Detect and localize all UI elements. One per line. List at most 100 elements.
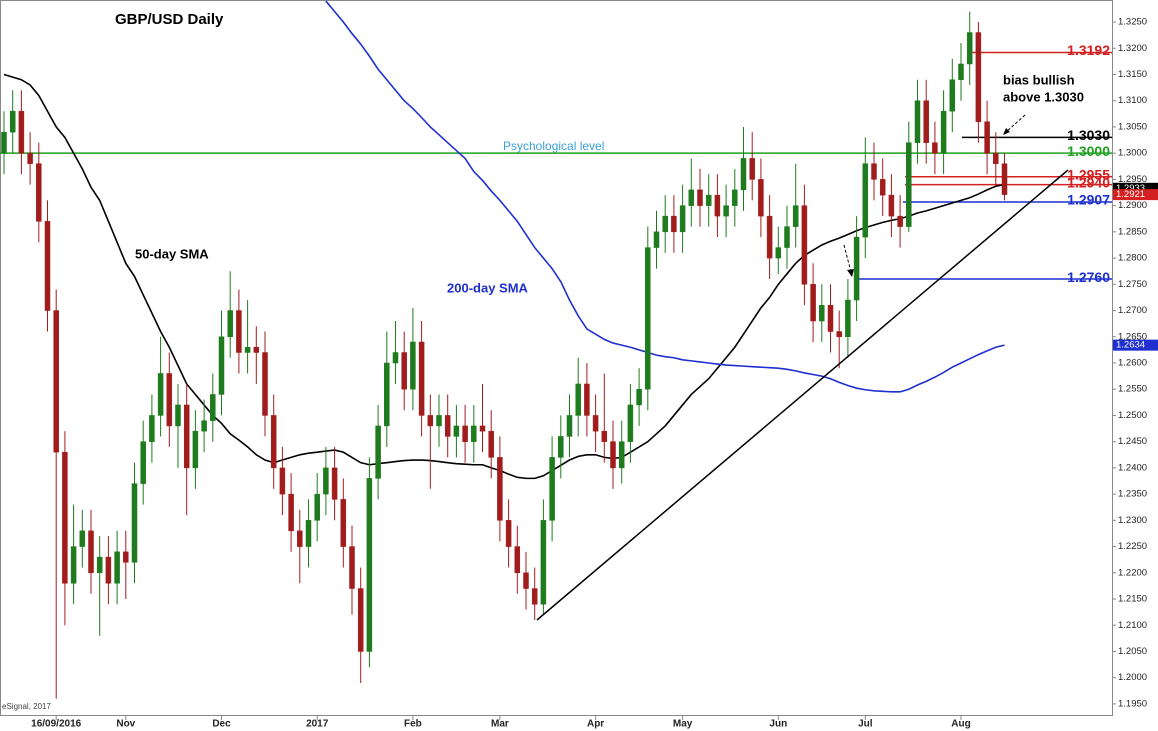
candle-body xyxy=(384,362,390,427)
candle-body xyxy=(36,163,42,222)
candle-body xyxy=(906,142,912,227)
candle-body xyxy=(114,551,120,584)
candle-body xyxy=(210,394,216,421)
candle-body xyxy=(679,205,686,233)
y-tick-label: 1.2700 xyxy=(1118,305,1147,316)
y-tick-label: 1.2650 xyxy=(1118,331,1147,342)
arrow xyxy=(1004,114,1026,134)
y-tick-label: 1.2950 xyxy=(1118,174,1147,185)
x-tick-label: Apr xyxy=(587,719,604,730)
candle-body xyxy=(349,546,355,589)
plot-frame xyxy=(0,0,1113,716)
candle-body xyxy=(888,194,895,217)
candle-body xyxy=(932,142,938,154)
candle-body xyxy=(392,352,399,364)
trend-line xyxy=(536,169,1069,621)
candle-body xyxy=(879,179,886,196)
candle-body xyxy=(201,420,207,432)
candle-body xyxy=(331,467,338,500)
candle-body xyxy=(862,163,869,238)
candle-body xyxy=(766,215,773,259)
candle-body xyxy=(592,415,599,432)
price-tag xyxy=(1113,189,1158,201)
candle-body xyxy=(636,388,642,406)
level-label: 1.2955 xyxy=(1067,166,1110,182)
candle-body xyxy=(18,110,25,154)
level-label: 1.3192 xyxy=(1067,42,1110,58)
candle-body xyxy=(436,415,442,427)
candle-body xyxy=(827,305,834,332)
level-label: 1.3030 xyxy=(1067,127,1110,143)
x-tick-label: Feb xyxy=(404,719,422,730)
x-tick-label: Aug xyxy=(951,719,970,730)
candle-body xyxy=(175,404,181,427)
candle-body xyxy=(183,404,190,469)
candle-body xyxy=(218,336,225,395)
candle-body xyxy=(497,457,503,521)
price-tag xyxy=(1113,339,1158,351)
y-tick-label: 1.2900 xyxy=(1118,200,1147,211)
candle-body xyxy=(688,189,695,206)
candle-body xyxy=(1001,163,1008,195)
candle-body xyxy=(523,572,529,589)
candle-body xyxy=(166,373,173,427)
x-tick-label: Mar xyxy=(491,719,509,730)
candle-body xyxy=(297,530,303,547)
candle-body xyxy=(732,189,738,206)
candle-body xyxy=(488,430,494,458)
y-tick-label: 1.2850 xyxy=(1118,226,1147,237)
y-tick-label: 1.2050 xyxy=(1118,646,1147,657)
candle-body xyxy=(810,284,816,322)
sma-label: 50-day SMA xyxy=(135,246,209,261)
y-tick-label: 1.2500 xyxy=(1118,410,1147,421)
y-tick-label: 1.1950 xyxy=(1118,698,1147,709)
candle-body xyxy=(1,131,7,154)
candle-body xyxy=(697,189,703,206)
candle-body xyxy=(262,352,268,416)
candle-body xyxy=(749,158,755,180)
candle-body xyxy=(801,205,808,285)
candle-body xyxy=(462,425,468,442)
arrow-head xyxy=(847,269,854,277)
x-tick-label: 2017 xyxy=(306,719,329,730)
candle-body xyxy=(705,194,712,206)
candle-body xyxy=(366,478,373,652)
annotation: above 1.3030 xyxy=(1003,89,1084,104)
y-tick-label: 1.3050 xyxy=(1118,121,1147,132)
candle-body xyxy=(836,331,842,338)
candle-body xyxy=(157,373,164,416)
candle-body xyxy=(845,299,851,338)
candle-body xyxy=(323,467,329,495)
candle-body xyxy=(410,341,416,390)
candle-body xyxy=(714,194,721,217)
candle-body xyxy=(871,163,877,180)
candle-body xyxy=(531,588,538,605)
candle-body xyxy=(140,441,146,484)
candle-body xyxy=(270,415,277,469)
candle-body xyxy=(471,425,477,442)
annotation: bias bullish xyxy=(1003,72,1075,87)
candle-body xyxy=(853,236,860,301)
candle-body xyxy=(966,32,973,65)
chart-title: GBP/USD Daily xyxy=(115,11,224,28)
candle-body xyxy=(253,346,260,353)
candle-body xyxy=(105,556,112,584)
candle-body xyxy=(740,158,747,191)
y-tick-label: 1.3250 xyxy=(1118,17,1147,28)
candle-body xyxy=(601,430,608,442)
y-tick-label: 1.2400 xyxy=(1118,462,1147,473)
candle-body xyxy=(123,551,129,563)
candle-body xyxy=(610,441,616,469)
candle-body xyxy=(418,341,425,416)
candle-body xyxy=(775,247,782,259)
candle-body xyxy=(984,121,990,154)
candle-body xyxy=(784,226,790,248)
y-tick-label: 1.2250 xyxy=(1118,541,1147,552)
x-tick-label: Jun xyxy=(769,719,787,730)
candle-body xyxy=(819,305,825,322)
candle-body xyxy=(993,152,999,164)
y-tick-label: 1.2450 xyxy=(1118,436,1147,447)
x-tick-label: Nov xyxy=(116,719,135,730)
candle-body xyxy=(479,425,486,432)
